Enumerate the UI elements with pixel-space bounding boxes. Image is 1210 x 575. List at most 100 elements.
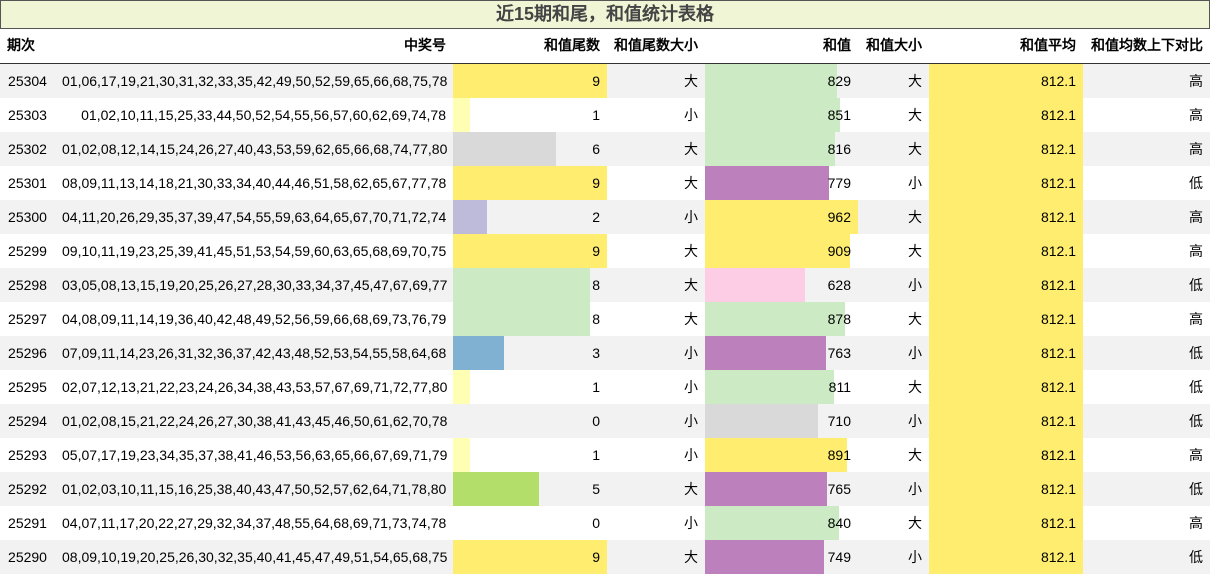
cell-sum: 749 xyxy=(827,549,851,565)
data-bar xyxy=(705,370,834,404)
header-cell: 和值 xyxy=(823,37,851,53)
cell-period: 25298 xyxy=(8,277,47,293)
cell-numbers: 01,02,08,15,21,22,24,26,27,30,38,41,43,4… xyxy=(62,413,448,429)
data-bar xyxy=(453,370,471,404)
cell-avg: 812.1 xyxy=(1040,175,1076,191)
cell-tail-size: 大 xyxy=(684,277,698,293)
cell-compare: 高 xyxy=(1189,141,1203,157)
avg-bar xyxy=(929,234,1083,268)
data-bar xyxy=(453,234,607,268)
cell-avg: 812.1 xyxy=(1040,549,1076,565)
data-bar xyxy=(705,472,827,506)
cell-tail: 9 xyxy=(592,175,600,191)
cell-sum: 811 xyxy=(828,379,851,395)
data-bar xyxy=(453,268,590,302)
cell-tail-size: 小 xyxy=(684,515,698,531)
avg-bar xyxy=(929,336,1083,370)
data-bar xyxy=(705,336,827,370)
cell-period: 25299 xyxy=(8,243,47,259)
cell-tail-size: 小 xyxy=(684,345,698,361)
cell-sum: 909 xyxy=(827,243,851,259)
cell-numbers: 01,06,17,19,21,30,31,32,33,35,42,49,50,5… xyxy=(62,73,448,89)
cell-compare: 高 xyxy=(1189,243,1203,259)
cell-avg: 812.1 xyxy=(1040,73,1076,89)
cell-sum: 878 xyxy=(827,311,851,327)
cell-compare: 低 xyxy=(1189,379,1203,395)
data-bar xyxy=(453,98,471,132)
cell-compare: 高 xyxy=(1189,107,1203,123)
data-bar xyxy=(705,234,850,268)
cell-numbers: 02,07,12,13,21,22,23,24,26,34,38,43,53,5… xyxy=(62,379,448,395)
cell-tail: 6 xyxy=(592,141,600,157)
cell-sum-size: 小 xyxy=(908,481,922,497)
cell-compare: 低 xyxy=(1189,549,1203,565)
data-bar xyxy=(705,98,841,132)
cell-avg: 812.1 xyxy=(1040,345,1076,361)
data-bar xyxy=(453,166,607,200)
header-cell: 期次 xyxy=(7,37,35,53)
cell-sum-size: 大 xyxy=(908,243,922,259)
cell-sum: 962 xyxy=(827,209,851,225)
header-cell: 和值尾数大小 xyxy=(614,37,698,53)
cell-sum-size: 小 xyxy=(908,345,922,361)
cell-compare: 高 xyxy=(1189,311,1203,327)
data-bar xyxy=(705,404,818,438)
cell-compare: 高 xyxy=(1189,209,1203,225)
avg-bar xyxy=(929,438,1083,472)
data-bar xyxy=(453,200,488,234)
cell-numbers: 09,10,11,19,23,25,39,41,45,51,53,54,59,6… xyxy=(62,243,447,259)
cell-period: 25292 xyxy=(8,481,47,497)
cell-avg: 812.1 xyxy=(1040,311,1076,327)
data-bar xyxy=(705,540,825,574)
data-bar xyxy=(705,302,845,336)
cell-sum-size: 小 xyxy=(908,175,922,191)
cell-numbers: 03,05,08,13,15,19,20,25,26,27,28,30,33,3… xyxy=(62,277,448,293)
cell-tail: 2 xyxy=(592,209,600,225)
cell-tail-size: 大 xyxy=(684,311,698,327)
header-cell: 中奖号 xyxy=(404,37,446,53)
cell-period: 25296 xyxy=(8,345,47,361)
cell-tail-size: 大 xyxy=(684,175,698,191)
cell-tail: 1 xyxy=(592,447,600,463)
cell-compare: 低 xyxy=(1189,175,1203,191)
avg-bar xyxy=(929,166,1083,200)
avg-bar xyxy=(929,64,1083,98)
cell-period: 25291 xyxy=(8,515,47,531)
cell-compare: 低 xyxy=(1189,345,1203,361)
data-bar xyxy=(453,472,539,506)
cell-numbers: 04,07,11,17,20,22,27,29,32,34,37,48,55,6… xyxy=(62,515,447,531)
cell-numbers: 08,09,10,19,20,25,26,30,32,35,40,41,45,4… xyxy=(62,549,448,565)
cell-period: 25294 xyxy=(8,413,47,429)
data-bar xyxy=(453,438,471,472)
cell-tail-size: 小 xyxy=(684,447,698,463)
cell-tail: 1 xyxy=(592,379,600,395)
avg-bar xyxy=(929,404,1083,438)
cell-sum: 628 xyxy=(827,277,851,293)
cell-sum-size: 小 xyxy=(908,413,922,429)
cell-sum: 829 xyxy=(827,73,851,89)
data-bar xyxy=(705,506,839,540)
cell-sum: 763 xyxy=(827,345,851,361)
avg-bar xyxy=(929,98,1083,132)
header-cell: 和值平均 xyxy=(1020,37,1076,53)
cell-compare: 高 xyxy=(1189,73,1203,89)
cell-compare: 低 xyxy=(1189,481,1203,497)
data-bar xyxy=(453,64,607,98)
cell-avg: 812.1 xyxy=(1040,481,1076,497)
cell-tail: 8 xyxy=(592,277,600,293)
cell-numbers: 08,09,11,13,14,18,21,30,33,34,40,44,46,5… xyxy=(62,175,447,191)
cell-avg: 812.1 xyxy=(1040,413,1076,429)
cell-avg: 812.1 xyxy=(1040,243,1076,259)
cell-numbers: 01,02,03,10,11,15,16,25,38,40,43,47,50,5… xyxy=(62,481,447,497)
cell-tail-size: 小 xyxy=(684,209,698,225)
cell-tail-size: 大 xyxy=(684,73,698,89)
cell-compare: 高 xyxy=(1189,447,1203,463)
cell-sum-size: 大 xyxy=(908,141,922,157)
data-bar xyxy=(705,166,829,200)
data-bar xyxy=(705,200,858,234)
header-cell: 和值均数上下对比 xyxy=(1091,37,1203,53)
data-bar xyxy=(453,302,590,336)
cell-tail: 9 xyxy=(592,73,600,89)
cell-sum: 891 xyxy=(827,447,851,463)
